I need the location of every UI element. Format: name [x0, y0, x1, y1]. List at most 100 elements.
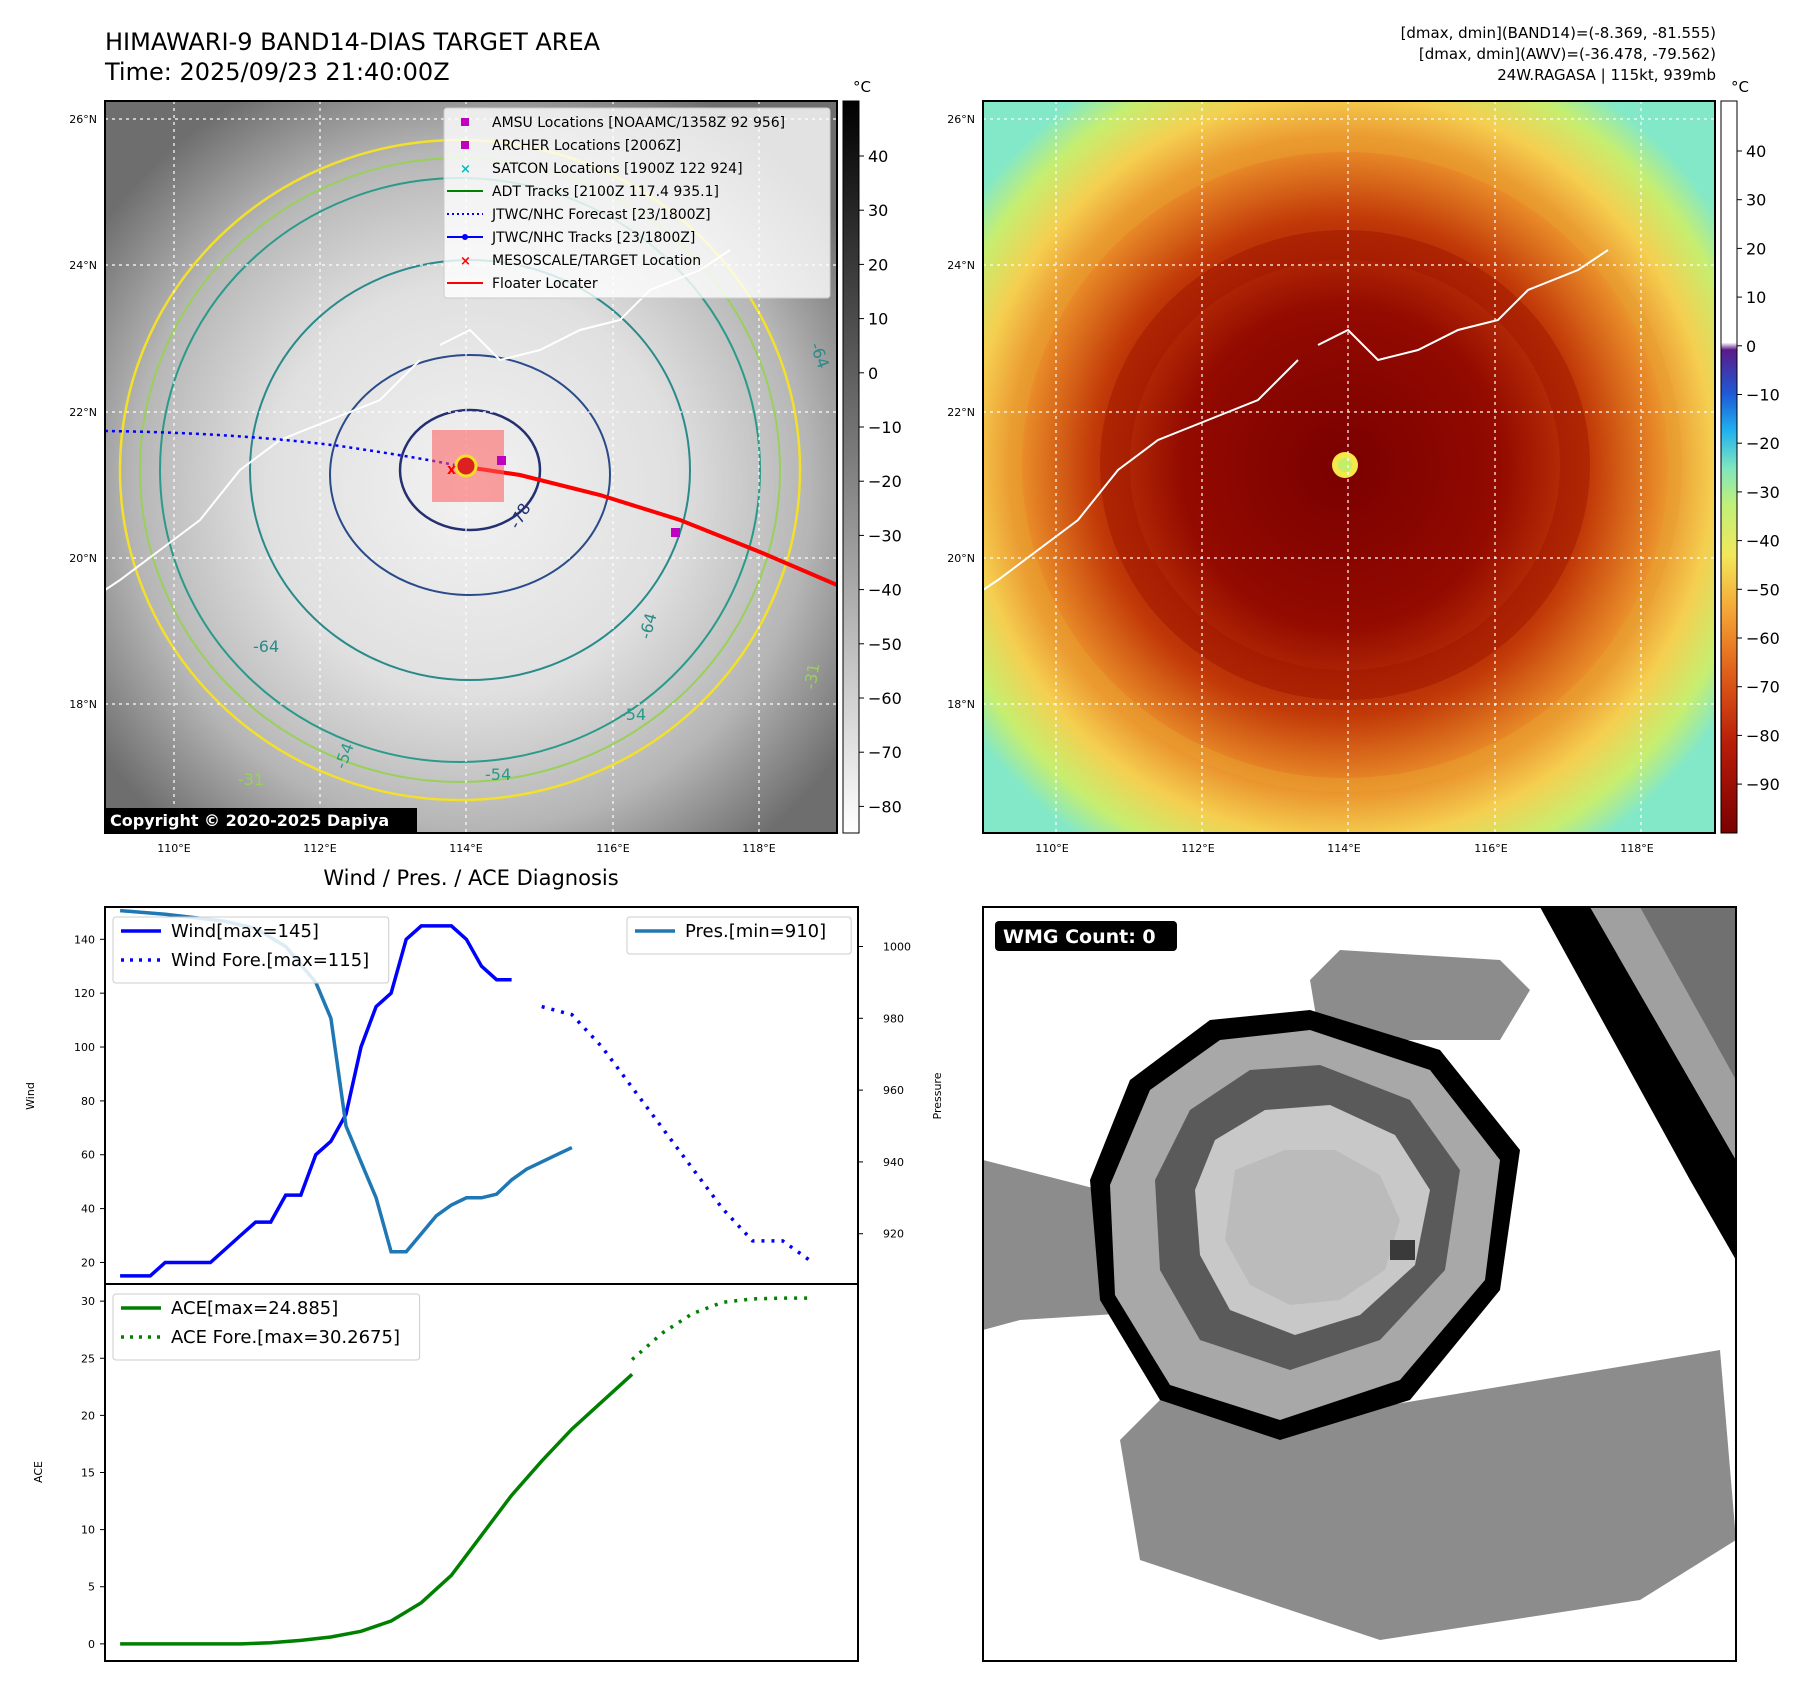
lat-tick-label: 20°N: [947, 552, 975, 565]
map-legend: AMSU Locations [NOAAMC/1358Z 92 956] ARCH…: [443, 107, 831, 299]
colorbar-tick-label: −40: [1746, 532, 1780, 551]
lon-tick-label: 110°E: [1035, 842, 1068, 855]
bw-colorbar: °C 40 30 20 10 0 −10 −20 −30 −40 −50 −60 −70 −80: [842, 78, 902, 834]
lon-tick-label: 118°E: [1620, 842, 1653, 855]
y-tick-label: 20: [81, 1409, 95, 1422]
wind-axis-label: Wind: [24, 1082, 37, 1110]
colorbar-tick-label: 20: [868, 255, 888, 274]
bw-colorbar-unit: °C: [853, 78, 871, 96]
y-tick-label: 0: [88, 1638, 95, 1651]
colorbar-tick-label: −60: [1746, 629, 1780, 648]
lon-tick-label: 114°E: [1327, 842, 1360, 855]
figure-title: HIMAWARI-9 BAND14-DIAS TARGET AREA: [105, 28, 601, 56]
colorbar-tick-label: −80: [1746, 726, 1780, 745]
series-line: [120, 1373, 634, 1646]
colorbar-tick-label: −40: [868, 581, 902, 600]
colorbar-tick-label: −70: [868, 743, 902, 762]
map-legend-label: MESOSCALE/TARGET Location: [492, 253, 701, 269]
colorbar-tick-label: −20: [868, 472, 902, 491]
y2-tick-label: 980: [883, 1012, 904, 1025]
chart-legend-label: Wind Fore.[max=115]: [171, 950, 369, 971]
wmg-panel: [982, 906, 1737, 1662]
lat-tick-label: 18°N: [69, 698, 97, 711]
lat-tick-label: 22°N: [947, 406, 975, 419]
contour-label: -54: [620, 705, 646, 724]
lon-tick-label: 112°E: [303, 842, 336, 855]
y2-tick-label: 960: [883, 1084, 904, 1097]
copyright-text: Copyright © 2020-2025 Dapiya: [110, 811, 389, 830]
series-line: [541, 1004, 814, 1264]
map-legend-label: Floater Locater: [492, 276, 598, 292]
colorbar-tick-label: 40: [1746, 142, 1766, 161]
colorbar-tick-label: −10: [868, 418, 902, 437]
y-tick-label: 140: [74, 933, 95, 946]
colorbar-tick-label: −30: [868, 526, 902, 545]
chart-legend-label: ACE Fore.[max=30.2675]: [171, 1327, 400, 1348]
y-tick-label: 40: [81, 1203, 95, 1216]
svg-text:x: x: [447, 462, 456, 478]
colorbar-tick-label: 30: [868, 201, 888, 220]
header-dmax-band14: [dmax, dmin](BAND14)=(-8.369, -81.555): [1401, 24, 1716, 42]
colorbar-tick-label: −70: [1746, 678, 1780, 697]
series-line: [630, 1296, 813, 1361]
colorbar-tick-label: 20: [1746, 239, 1766, 258]
series-line: [120, 924, 512, 1278]
map-legend-label: JTWC/NHC Tracks [23/1800Z]: [491, 230, 695, 246]
map-legend-label: ADT Tracks [2100Z 117.4 935.1]: [492, 184, 719, 200]
ir-color-map[interactable]: [982, 100, 1716, 834]
colorbar-tick-label: −90: [1746, 775, 1780, 794]
lon-tick-label: 116°E: [596, 842, 629, 855]
contour-label: -31: [238, 770, 264, 789]
map-legend-label: SATCON Locations [1900Z 122 924]: [492, 161, 743, 177]
y-tick-label: 120: [74, 987, 95, 1000]
map-legend-label: AMSU Locations [NOAAMC/1358Z 92 956]: [492, 115, 785, 131]
wind-pressure-panel: 20 40 60 80 100 120 140 920 940 960 980 1000 Wind[ma…: [74, 906, 911, 1285]
color-colorbar-unit: °C: [1731, 78, 1749, 96]
color-colorbar: °C 40 30 20 10 0 −10 −20 −30 −40 −50 −60 −70 −80 −90: [1720, 78, 1780, 834]
ace-panel: 0 5 10 15 20 25 30 ACE[max=24.885] ACE Fore.[max…: [81, 1283, 859, 1662]
colorbar-tick-label: −50: [868, 635, 902, 654]
contour-label: -54: [485, 765, 511, 784]
contour-label: -31: [800, 662, 823, 691]
colorbar-tick-label: −60: [868, 689, 902, 708]
lon-tick-label: 112°E: [1181, 842, 1214, 855]
wmg-count: WMG Count: 0: [1003, 926, 1156, 948]
lat-tick-label: 26°N: [69, 113, 97, 126]
lon-tick-label: 118°E: [742, 842, 775, 855]
colorbar-tick-label: −80: [868, 797, 902, 816]
map1-axis-labels: 110°E 112°E 114°E 116°E 118°E 26°N 24°N 22°N 20°…: [69, 113, 776, 855]
lon-tick-label: 110°E: [157, 842, 190, 855]
map-legend-label: JTWC/NHC Forecast [23/1800Z]: [491, 207, 711, 223]
colorbar-tick-label: 30: [1746, 191, 1766, 210]
y2-tick-label: 940: [883, 1156, 904, 1169]
map-legend-label: ARCHER Locations [2006Z]: [492, 138, 681, 154]
wmg-badge-bg: [995, 921, 1177, 951]
y-tick-label: 60: [81, 1149, 95, 1162]
chart-legend-label: ACE[max=24.885]: [171, 1298, 338, 1319]
contour-label: -64: [253, 637, 279, 656]
lat-tick-label: 22°N: [69, 406, 97, 419]
y-tick-label: 15: [81, 1467, 95, 1480]
lon-tick-label: 116°E: [1474, 842, 1507, 855]
colorbar-tick-label: 10: [1746, 288, 1766, 307]
lat-tick-label: 24°N: [947, 259, 975, 272]
y-tick-label: 20: [81, 1256, 95, 1269]
header-storm-info: 24W.RAGASA | 115kt, 939mb: [1497, 66, 1716, 84]
y-tick-label: 30: [81, 1295, 95, 1308]
y-tick-label: 100: [74, 1041, 95, 1054]
colorbar-tick-label: 10: [868, 310, 888, 329]
y-tick-label: 25: [81, 1352, 95, 1365]
diagnosis-title: Wind / Pres. / ACE Diagnosis: [323, 866, 618, 890]
lon-tick-label: 114°E: [449, 842, 482, 855]
colorbar-tick-label: −30: [1746, 483, 1780, 502]
colorbar-tick-label: −20: [1746, 434, 1780, 453]
pressure-axis-label: Pressure: [931, 1072, 944, 1119]
y-tick-label: 5: [88, 1581, 95, 1594]
header-dmax-awv: [dmax, dmin](AWV)=(-36.478, -79.562): [1419, 45, 1716, 63]
colorbar-tick-label: 40: [868, 147, 888, 166]
chart-legend-label: Wind[max=145]: [171, 921, 319, 942]
colorbar-tick-label: 0: [868, 364, 878, 383]
ace-axis-label: ACE: [32, 1461, 45, 1483]
y-tick-label: 10: [81, 1524, 95, 1537]
y2-tick-label: 920: [883, 1228, 904, 1241]
